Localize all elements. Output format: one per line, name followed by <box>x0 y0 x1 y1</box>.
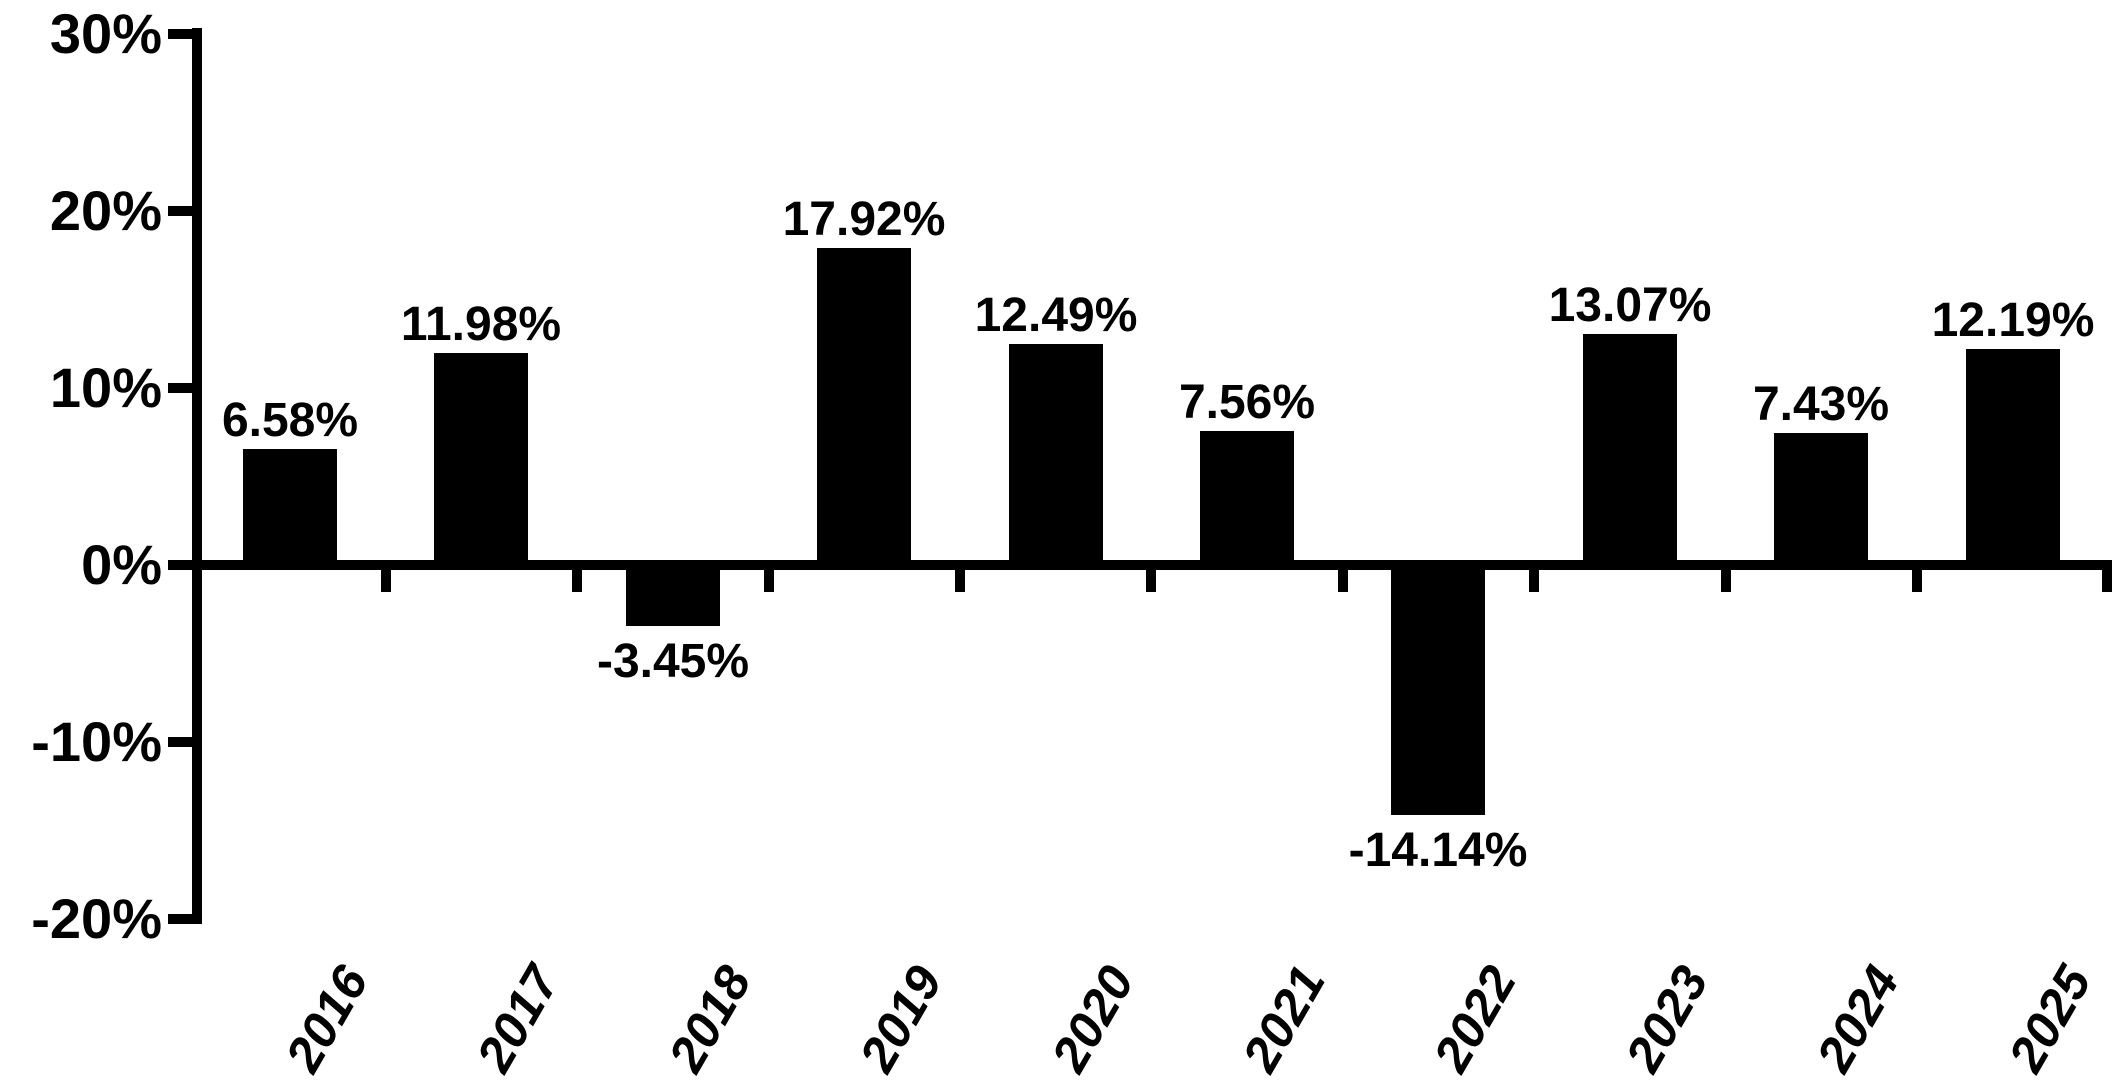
bar <box>817 248 911 570</box>
y-tick-label: -10% <box>31 710 162 773</box>
bar <box>626 560 720 626</box>
y-tick-label: 20% <box>49 179 162 242</box>
x-tick-label: 2021 <box>1231 956 1336 1081</box>
bar <box>243 449 337 570</box>
y-tick <box>168 29 192 39</box>
bar <box>1009 344 1103 570</box>
y-tick-label: 30% <box>49 2 162 65</box>
x-tick <box>1721 570 1731 592</box>
bar-value-label: 7.56% <box>1178 376 1316 429</box>
y-tick <box>168 206 192 216</box>
bar <box>434 353 528 570</box>
bar-value-label: 12.19% <box>1931 294 2095 347</box>
x-tick-label: 2025 <box>1997 956 2102 1081</box>
y-tick <box>168 383 192 393</box>
bar <box>1200 431 1294 570</box>
x-tick <box>1338 570 1348 592</box>
bar <box>1391 560 1485 815</box>
bar-value-label: -14.14% <box>1348 824 1528 877</box>
x-tick <box>1912 570 1922 592</box>
x-tick-label: 2016 <box>274 956 379 1081</box>
y-tick-label: 10% <box>49 356 162 419</box>
bar <box>1583 334 1677 570</box>
bar <box>1966 349 2060 570</box>
x-tick <box>381 570 391 592</box>
bar <box>1774 433 1868 570</box>
y-tick <box>168 914 192 924</box>
bar-value-label: 13.07% <box>1548 279 1712 332</box>
bar-value-label: 12.49% <box>974 289 1138 342</box>
x-tick-label: 2023 <box>1614 956 1719 1081</box>
x-tick-label: 2020 <box>1040 956 1145 1081</box>
bar-value-label: 7.43% <box>1752 378 1890 431</box>
x-tick-label: 2022 <box>1422 956 1527 1081</box>
x-tick <box>1529 570 1539 592</box>
y-tick-label: 0% <box>81 533 162 596</box>
bar-value-label: 11.98% <box>400 298 562 351</box>
x-tick <box>955 570 965 592</box>
x-tick-label: 2019 <box>848 956 953 1081</box>
y-tick <box>168 560 192 570</box>
bar-value-label: 6.58% <box>221 394 359 447</box>
x-tick-label: 2018 <box>657 956 762 1081</box>
bar-value-label: -3.45% <box>596 635 750 688</box>
x-tick <box>2102 570 2112 592</box>
y-axis-line <box>192 28 202 924</box>
x-axis-line <box>192 560 2112 570</box>
x-tick <box>1146 570 1156 592</box>
bar-value-label: 17.92% <box>782 193 946 246</box>
x-tick-label: 2024 <box>1805 956 1910 1081</box>
x-tick <box>764 570 774 592</box>
y-tick-label: -20% <box>31 887 162 950</box>
x-tick-label: 2017 <box>465 956 570 1081</box>
y-tick <box>168 737 192 747</box>
x-tick <box>572 570 582 592</box>
